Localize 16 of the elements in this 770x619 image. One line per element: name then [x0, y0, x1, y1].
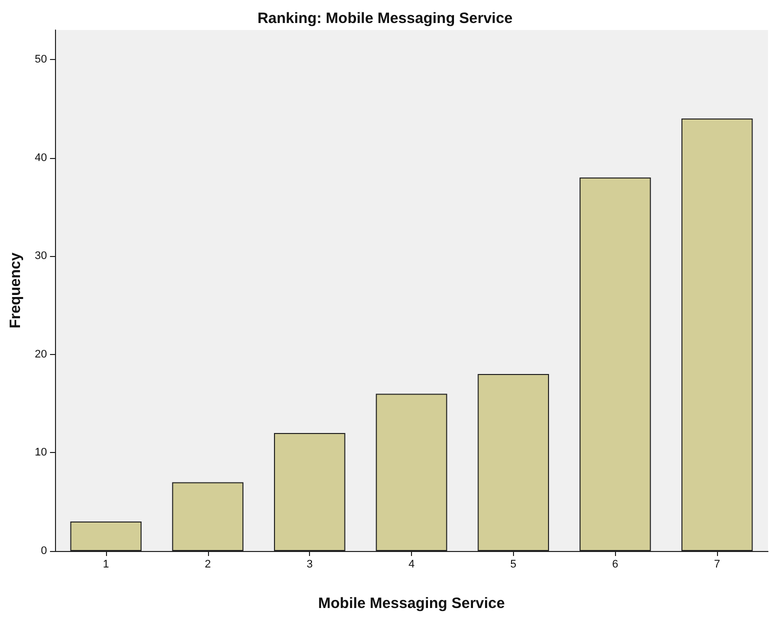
y-tick-label: 0 — [40, 545, 47, 557]
chart-title: Ranking: Mobile Messaging Service — [257, 10, 513, 27]
x-tick-label: 3 — [306, 558, 313, 570]
x-tick-label: 5 — [510, 558, 516, 570]
y-tick-label: 20 — [34, 348, 47, 360]
y-tick-label: 30 — [34, 250, 47, 262]
y-tick-label: 10 — [34, 446, 47, 459]
y-tick-label: 50 — [34, 53, 47, 66]
x-tick-label: 7 — [714, 558, 720, 570]
x-axis-title: Mobile Messaging Service — [318, 595, 505, 612]
x-tick-label: 2 — [204, 558, 211, 570]
y-tick-label: 40 — [34, 152, 47, 164]
x-tick-label: 4 — [408, 558, 415, 570]
x-tick-label: 1 — [102, 558, 109, 570]
y-axis-title: Frequency — [7, 252, 24, 328]
x-tick-label: 6 — [612, 558, 618, 570]
